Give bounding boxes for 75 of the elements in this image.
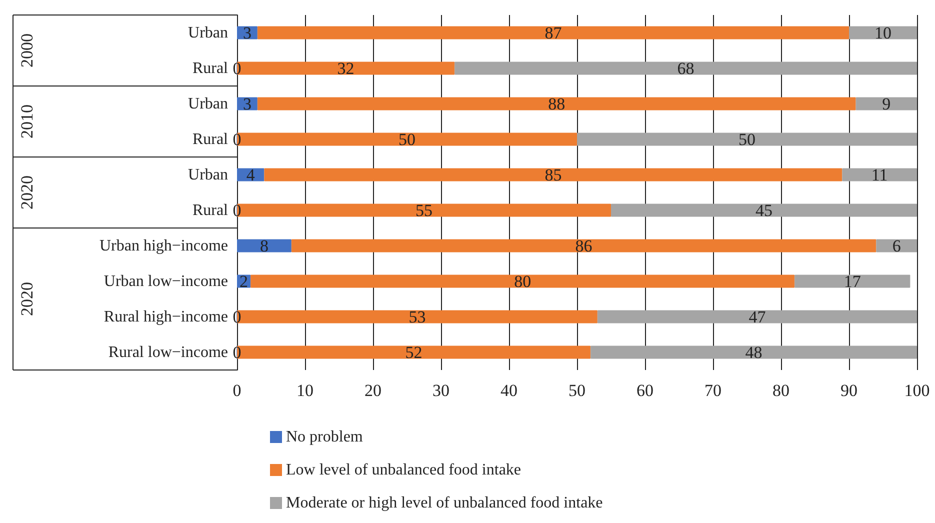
bar (454, 62, 917, 75)
y-tick-label: Urban low−income (104, 272, 228, 290)
data-label: 0 (232, 58, 242, 78)
bar (590, 346, 917, 359)
x-tick-label: 70 (704, 381, 722, 400)
data-label: 2 (240, 272, 248, 291)
bar (264, 168, 842, 182)
x-tick-label: 90 (840, 381, 858, 400)
data-label: 6 (892, 236, 901, 256)
text: 2020 (18, 282, 36, 316)
data-label: 0 (232, 307, 242, 326)
data-label: 4 (246, 165, 256, 184)
data-label: 88 (548, 94, 566, 114)
x-tick-label: 60 (636, 381, 654, 400)
text: 2000 (18, 34, 36, 68)
data-label: 80 (514, 272, 532, 291)
data-label: 50 (738, 130, 756, 149)
data-label: 17 (844, 272, 862, 291)
bar (257, 26, 849, 40)
data-label: 86 (575, 236, 592, 256)
data-label: 68 (677, 58, 694, 78)
data-label: 55 (416, 200, 432, 220)
data-label: 47 (748, 307, 766, 326)
x-tick-label: 80 (772, 381, 790, 400)
legend-label: No problem (286, 428, 364, 446)
data-label: 11 (871, 165, 888, 184)
data-label: 85 (544, 165, 562, 184)
bar (876, 239, 917, 252)
bar (842, 168, 917, 182)
data-label: 10 (874, 23, 892, 42)
y-tick-label: Urban (188, 24, 228, 42)
bar (577, 132, 917, 146)
text: 2010 (18, 104, 36, 138)
x-tick-label: 20 (364, 381, 382, 400)
data-label: 50 (398, 130, 416, 149)
y-tick-label: Rural low−income (108, 344, 228, 361)
data-label: 0 (232, 342, 242, 362)
data-label: 52 (405, 342, 422, 362)
y-tick-label: Urban (188, 166, 228, 184)
x-tick-label: 100 (904, 381, 930, 400)
data-label: 0 (232, 130, 242, 149)
x-tick-label: 30 (432, 381, 450, 400)
bar (250, 274, 795, 288)
y-tick-label: Urban (188, 95, 228, 112)
bar (291, 239, 876, 252)
legend-label: Moderate or high level of unbalanced food intake (286, 494, 603, 512)
x-tick-label: 50 (568, 381, 586, 400)
bar (794, 274, 910, 288)
y-tick-label: Rural (192, 130, 229, 148)
y-tick-label: Rural (192, 202, 229, 219)
x-tick-label: 40 (500, 381, 518, 400)
data-label: 9 (882, 94, 891, 114)
bar (237, 239, 292, 252)
y-tick-label: Urban high−income (99, 237, 228, 254)
bar (237, 168, 264, 182)
data-label: 48 (745, 342, 762, 362)
bar (611, 204, 917, 217)
data-label: 53 (408, 307, 426, 326)
bar (257, 97, 856, 110)
bar (597, 310, 917, 324)
data-label: 45 (756, 200, 772, 220)
legend-label: Low level of unbalanced food intake (286, 462, 522, 478)
x-tick-label: 0 (232, 381, 242, 400)
bar (849, 26, 917, 40)
y-tick-label: Rural (192, 60, 229, 77)
bar (856, 97, 917, 110)
text: 2020 (18, 176, 36, 210)
x-tick-label: 10 (296, 381, 314, 400)
data-label: 8 (260, 236, 268, 256)
data-label: 87 (544, 23, 562, 42)
data-label: 3 (242, 23, 252, 42)
y-tick-label: Rural high−income (104, 308, 228, 326)
data-label: 32 (337, 58, 354, 78)
data-label: 0 (232, 200, 242, 220)
data-label: 3 (242, 94, 252, 114)
